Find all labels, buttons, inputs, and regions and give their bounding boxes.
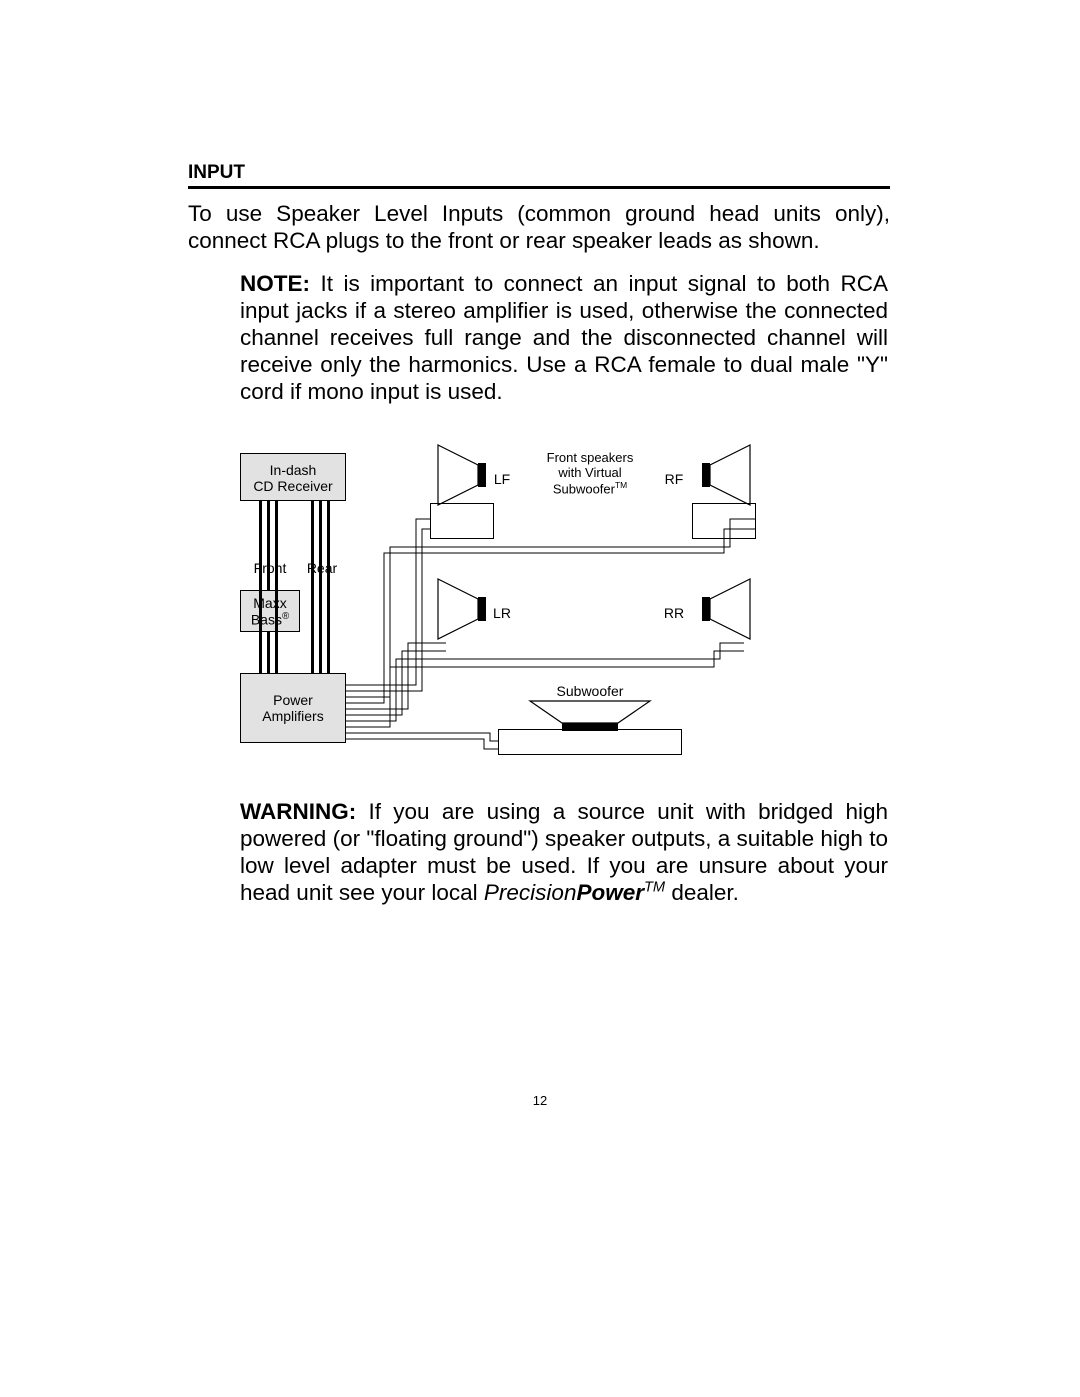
- wiring-lines: [240, 445, 780, 769]
- warning-label: WARNING:: [240, 799, 356, 824]
- note-paragraph: NOTE: It is important to connect an inpu…: [240, 270, 888, 405]
- intro-paragraph: To use Speaker Level Inputs (common grou…: [188, 200, 890, 254]
- brand-precision: Precision: [484, 880, 577, 905]
- brand-tm: TM: [644, 880, 665, 896]
- warning-paragraph: WARNING: If you are using a source unit …: [240, 798, 888, 906]
- page-number: 12: [0, 1093, 1080, 1108]
- brand-power: Power: [576, 880, 644, 905]
- warning-tail: dealer.: [665, 880, 739, 905]
- note-text: It is important to connect an input sign…: [240, 271, 888, 404]
- note-label: NOTE:: [240, 271, 310, 296]
- document-page: INPUT To use Speaker Level Inputs (commo…: [0, 0, 1080, 1397]
- wiring-diagram: In-dash CD Receiver Maxx Bass® Power Amp…: [240, 445, 780, 769]
- section-header: INPUT: [188, 162, 890, 189]
